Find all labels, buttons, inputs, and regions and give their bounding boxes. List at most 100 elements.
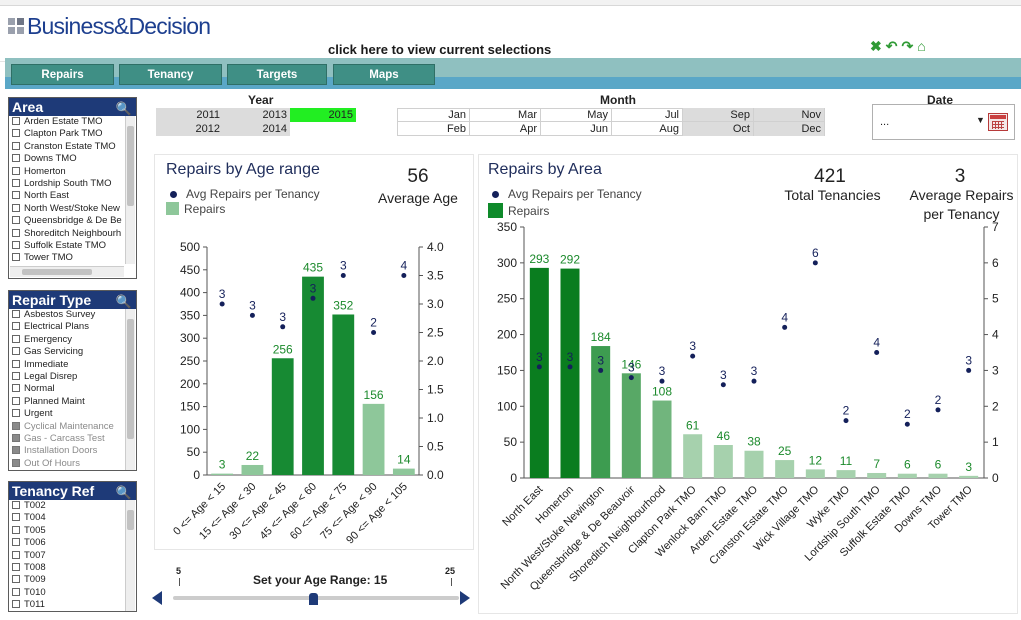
search-icon[interactable]: 🔍 [115,294,132,309]
checkbox[interactable] [12,178,20,187]
area-list-item[interactable]: Shoreditch Neighbourh [9,228,124,240]
date-picker[interactable]: ... ▼ [872,104,1015,140]
year-2013[interactable]: 2013 [262,109,287,121]
area-vertical-scrollbar[interactable] [125,116,135,264]
tenancy-list-item[interactable]: T007 [9,550,124,562]
repair-type-list-item[interactable]: Cyclical Maintenance [9,421,124,433]
area-list-item[interactable]: Cranston Estate TMO [9,141,124,153]
month-oct[interactable]: Oct [683,122,754,136]
tab-tenancy[interactable]: Tenancy [119,64,222,85]
area-list-item[interactable]: Tower TMO [9,252,124,264]
month-may[interactable]: May [541,108,612,122]
month-aug[interactable]: Aug [612,122,683,136]
tenancy-list-item[interactable]: T002 [9,500,124,512]
area-list-item[interactable]: Arden Estate TMO [9,116,124,128]
checkbox[interactable] [12,228,20,237]
repair-type-vertical-scrollbar[interactable] [125,309,135,470]
year-2012[interactable]: 2012 [195,123,220,135]
tenancy-vertical-scrollbar[interactable] [125,500,135,611]
month-sep[interactable]: Sep [683,108,754,122]
tenancy-list-item[interactable]: T006 [9,537,124,549]
search-icon[interactable]: 🔍 [115,101,132,116]
tab-targets[interactable]: Targets [227,64,327,85]
checkbox[interactable] [12,396,20,405]
home-icon[interactable]: ⌂ [917,38,926,54]
checkbox[interactable] [12,203,20,212]
repair-type-list-item[interactable]: Electrical Plans [9,321,124,333]
checkbox[interactable] [12,433,20,442]
checkbox[interactable] [12,310,20,318]
area-horizontal-scrollbar[interactable] [10,266,124,277]
repair-type-list-item[interactable]: Legal Disrep [9,371,124,383]
repair-type-list-item[interactable]: Gas - Carcass Test [9,433,124,445]
area-list-item[interactable]: Queensbridge & De Be [9,215,124,227]
clear-icon[interactable]: ✖ [870,38,882,54]
tab-repairs[interactable]: Repairs [11,64,114,85]
checkbox[interactable] [12,129,20,138]
calendar-icon[interactable] [988,113,1008,131]
month-nov[interactable]: Nov [754,108,825,122]
checkbox[interactable] [12,458,20,467]
checkbox[interactable] [12,253,20,262]
month-mar[interactable]: Mar [470,108,541,122]
area-list-item[interactable]: Downs TMO [9,153,124,165]
area-list-item[interactable]: Clapton Park TMO [9,128,124,140]
checkbox[interactable] [12,501,20,509]
checkbox[interactable] [12,191,20,200]
year-2015-selected[interactable]: 2015 [290,108,356,122]
repair-type-list-item[interactable]: Asbestos Survey [9,309,124,321]
repair-type-list-item[interactable]: Normal [9,383,124,395]
forward-icon[interactable]: ↷ [901,38,914,54]
area-list-item[interactable]: North East [9,190,124,202]
checkbox[interactable] [12,371,20,380]
tab-maps[interactable]: Maps [333,64,435,85]
checkbox[interactable] [12,538,20,547]
checkbox[interactable] [12,166,20,175]
area-list-item[interactable]: North West/Stoke New [9,203,124,215]
checkbox[interactable] [12,600,20,609]
year-2014[interactable]: 2014 [262,123,287,135]
checkbox[interactable] [12,562,20,571]
repair-type-list-item[interactable]: Urgent [9,408,124,420]
tenancy-list-item[interactable]: T008 [9,562,124,574]
area-list-item[interactable]: Homerton [9,166,124,178]
repair-type-list-item[interactable]: Installation Doors [9,445,124,457]
checkbox[interactable] [12,322,20,331]
checkbox[interactable] [12,550,20,559]
repair-type-list-item[interactable]: Gas Servicing [9,346,124,358]
tenancy-list-item[interactable]: T009 [9,574,124,586]
checkbox[interactable] [12,154,20,163]
slider-right-arrow-icon[interactable] [460,591,470,605]
checkbox[interactable] [12,409,20,418]
repair-type-list-item[interactable]: Planned Maint [9,396,124,408]
area-list-item[interactable]: Suffolk Estate TMO [9,240,124,252]
tenancy-list-item[interactable]: T005 [9,525,124,537]
month-apr[interactable]: Apr [470,122,541,136]
checkbox[interactable] [12,421,20,430]
checkbox[interactable] [12,525,20,534]
back-icon[interactable]: ↶ [885,38,898,54]
checkbox[interactable] [12,216,20,225]
checkbox[interactable] [12,347,20,356]
year-2011[interactable]: 2011 [196,109,220,121]
month-jul[interactable]: Jul [612,108,683,122]
checkbox[interactable] [12,334,20,343]
repair-type-list-item[interactable]: Immediate [9,359,124,371]
checkbox[interactable] [12,384,20,393]
checkbox[interactable] [12,117,20,125]
checkbox[interactable] [12,587,20,596]
month-jun[interactable]: Jun [541,122,612,136]
checkbox[interactable] [12,359,20,368]
slider-handle[interactable] [309,593,318,605]
search-icon[interactable]: 🔍 [115,485,132,500]
area-list-item[interactable]: Lordship South TMO [9,178,124,190]
checkbox[interactable] [12,446,20,455]
tenancy-list-item[interactable]: T011 [9,599,124,611]
checkbox[interactable] [12,575,20,584]
month-jan[interactable]: Jan [397,108,470,122]
tenancy-list-item[interactable]: T010 [9,587,124,599]
slider-left-arrow-icon[interactable] [152,591,162,605]
current-selections-link[interactable]: click here to view current selections [328,42,552,57]
month-dec[interactable]: Dec [754,122,825,136]
checkbox[interactable] [12,513,20,522]
